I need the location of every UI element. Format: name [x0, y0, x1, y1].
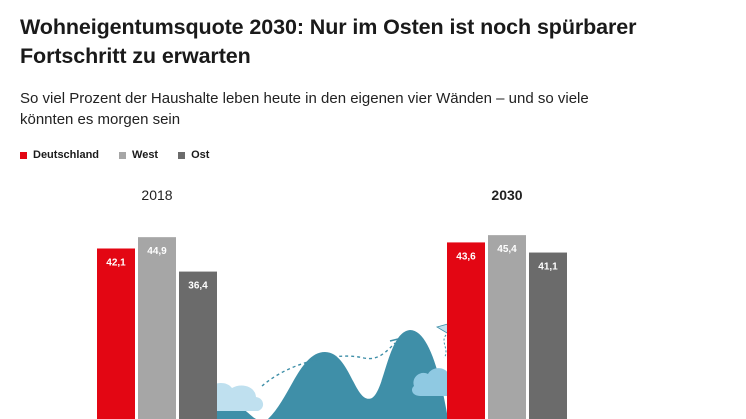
arrow-head-icon [389, 337, 400, 348]
legend-swatch-west [119, 151, 127, 159]
bar-west-2030 [488, 235, 526, 419]
legend-swatch-ost [178, 151, 186, 159]
value-label-deutschland-2018: 42,1 [106, 257, 126, 268]
value-label-west-2030: 45,4 [497, 244, 517, 255]
bar-deutschland-2018 [97, 248, 135, 419]
legend-item-west: West [119, 149, 158, 161]
value-label-ost-2030: 41,1 [538, 262, 558, 273]
bar-ost-2030 [529, 252, 567, 419]
legend-label-deutschland: Deutschland [33, 149, 100, 161]
legend-item-ost: Ost [178, 149, 209, 161]
value-labels-group: 42,1 44,9 36,4 43,6 45,4 41,1 [106, 244, 558, 291]
legend-item-deutschland: Deutschland [20, 149, 99, 161]
plane-trail [443, 334, 447, 359]
legend-label-west: West [132, 149, 159, 161]
bars-group [97, 235, 567, 419]
chart-subtitle: So viel Prozent der Haushalte leben heut… [20, 90, 589, 128]
value-label-west-2018: 44,9 [147, 246, 167, 257]
category-label-2018: 2018 [141, 187, 172, 203]
bar-deutschland-2030 [447, 242, 485, 419]
mountain-shape [268, 330, 448, 419]
value-label-ost-2018: 36,4 [188, 281, 208, 292]
category-labels-group: 2018 2030 [141, 187, 522, 203]
bar-west-2018 [138, 237, 176, 419]
category-label-2030: 2030 [491, 187, 522, 203]
legend-swatch-deutschland [20, 151, 27, 159]
dashed-arrow-path [261, 342, 396, 387]
legend-label-ost: Ost [191, 149, 210, 161]
bar-ost-2018 [179, 271, 217, 419]
chart-title: Wohneigentumsquote 2030: Nur im Osten is… [20, 15, 637, 68]
decorative-illustration [188, 321, 465, 419]
legend: Deutschland West Ost [20, 149, 209, 161]
value-label-deutschland-2030: 43,6 [456, 251, 476, 262]
